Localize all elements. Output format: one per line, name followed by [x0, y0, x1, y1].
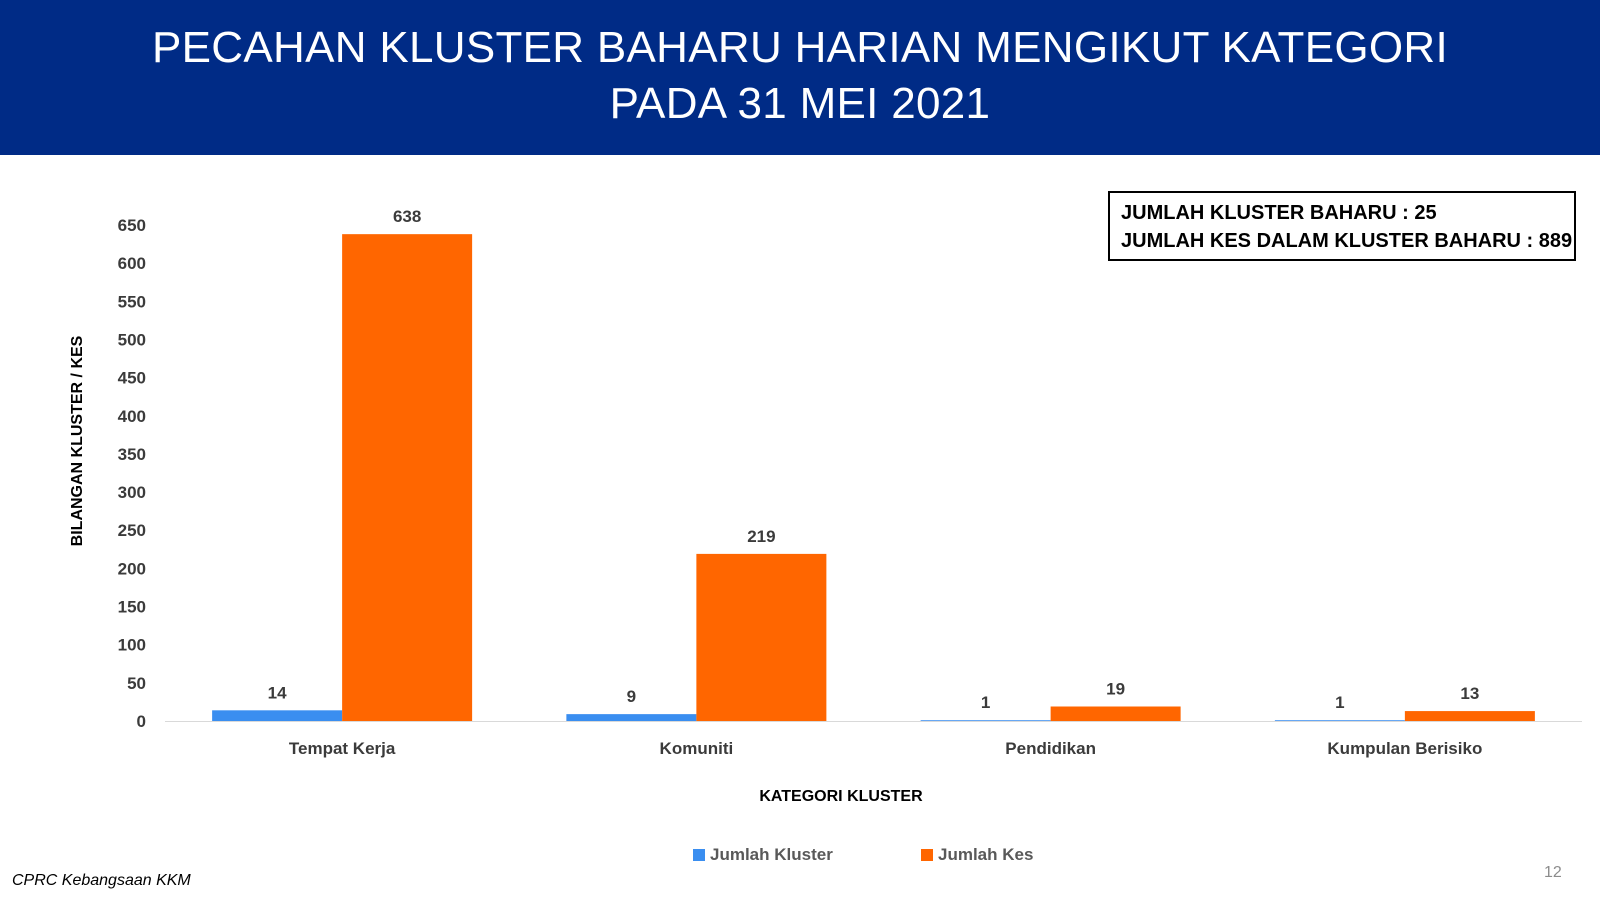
bar	[1050, 706, 1181, 721]
data-label: 13	[1460, 684, 1479, 703]
y-tick-label: 550	[118, 292, 146, 311]
slide-title-line-1: PECAHAN KLUSTER BAHARU HARIAN MENGIKUT K…	[151, 23, 1449, 72]
bar	[920, 720, 1051, 721]
legend-swatch	[693, 849, 705, 861]
data-label: 14	[268, 683, 287, 702]
bar	[212, 710, 343, 721]
legend-swatch	[921, 849, 933, 861]
legend-label: Jumlah Kluster	[710, 845, 833, 864]
y-tick-label: 400	[118, 407, 146, 426]
bar	[566, 714, 697, 721]
y-tick-label: 300	[118, 483, 146, 502]
y-tick-label: 350	[118, 445, 146, 464]
data-label: 638	[393, 207, 421, 226]
summary-box: JUMLAH KLUSTER BAHARU : 25 JUMLAH KES DA…	[1108, 191, 1576, 261]
data-label: 1	[981, 693, 990, 712]
bar	[1404, 711, 1535, 721]
y-tick-label: 150	[118, 598, 146, 617]
x-category-label: Kumpulan Berisiko	[1327, 739, 1482, 758]
x-category-label: Pendidikan	[1005, 739, 1096, 758]
summary-total-clusters: JUMLAH KLUSTER BAHARU : 25	[1121, 202, 1437, 224]
y-tick-label: 250	[118, 521, 146, 540]
bar	[1274, 720, 1405, 721]
data-label: 9	[627, 687, 636, 706]
x-axis-title: KATEGORI KLUSTER	[759, 788, 923, 805]
x-category-label: Komuniti	[660, 739, 734, 758]
y-tick-label: 0	[137, 712, 146, 731]
bar	[696, 553, 827, 721]
y-tick-label: 100	[118, 636, 146, 655]
x-category-label: Tempat Kerja	[289, 739, 396, 758]
source-credit: CPRC Kebangsaan KKM	[12, 872, 191, 889]
legend-item: Jumlah Kes	[921, 845, 1033, 865]
y-tick-label: 450	[118, 369, 146, 388]
page-number: 12	[1544, 864, 1562, 881]
y-tick-label: 50	[127, 674, 146, 693]
data-label: 219	[747, 527, 775, 546]
summary-total-cases: JUMLAH KES DALAM KLUSTER BAHARU : 889	[1121, 230, 1573, 252]
slide-title-line-2: PADA 31 MEI 2021	[609, 79, 991, 128]
y-tick-label: 650	[118, 216, 146, 235]
y-tick-label: 200	[118, 559, 146, 578]
bar	[342, 234, 473, 721]
slide-header: PECAHAN KLUSTER BAHARU HARIAN MENGIKUT K…	[0, 0, 1600, 155]
legend-label: Jumlah Kes	[938, 845, 1034, 864]
data-label: 19	[1106, 680, 1125, 699]
y-tick-label: 500	[118, 330, 146, 349]
chart-legend: Jumlah Kluster Jumlah Kes	[0, 845, 1600, 869]
y-tick-label: 600	[118, 254, 146, 273]
legend-item: Jumlah Kluster	[693, 845, 833, 865]
data-label: 1	[1335, 693, 1344, 712]
y-axis-title: BILANGAN KLUSTER / KES	[69, 335, 86, 546]
